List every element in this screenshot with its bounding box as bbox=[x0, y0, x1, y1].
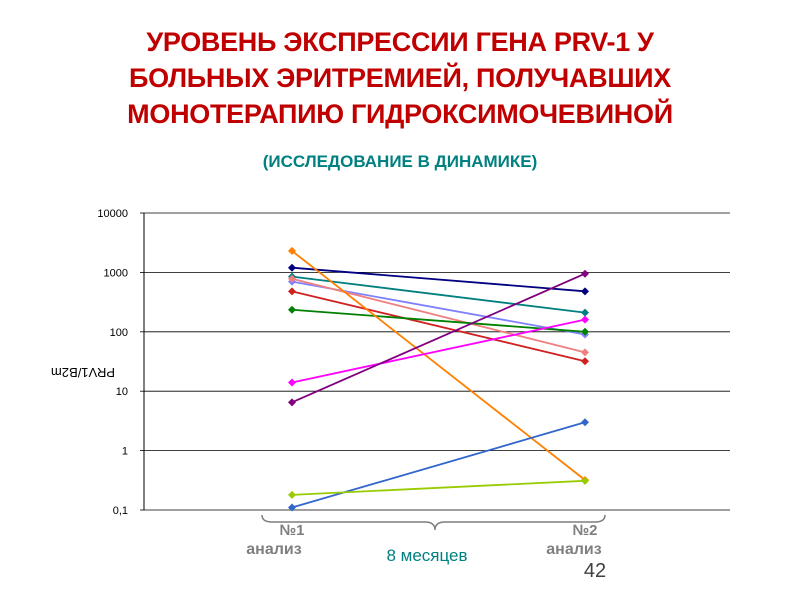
series-line bbox=[291, 421, 586, 509]
series-6 bbox=[288, 305, 589, 336]
series-line bbox=[291, 250, 586, 481]
page-subtitle: (ИССЛЕДОВАНИЕ В ДИНАМИКЕ) bbox=[262, 152, 538, 171]
data-point bbox=[581, 418, 589, 427]
y-tick-label: 0,1 bbox=[113, 505, 128, 517]
y-tick-label: 100 bbox=[110, 327, 128, 339]
data-point bbox=[288, 378, 296, 387]
y-tick-label: 1 bbox=[122, 446, 128, 458]
series-line bbox=[291, 479, 586, 496]
series-line bbox=[291, 308, 586, 333]
series-line bbox=[291, 272, 586, 404]
title-line-3: МОНОТЕРАПИЮ ГИДРОКСИМОЧЕВИНОЙ bbox=[127, 99, 673, 129]
y-tick-labels: 0,1 1 10 100 1000 10000 bbox=[97, 208, 128, 517]
data-point bbox=[581, 315, 589, 324]
series-line bbox=[291, 318, 586, 384]
series-line bbox=[291, 290, 586, 363]
title-line-2: БОЛЬНЫХ ЭРИТРЕМИЕЙ, ПОЛУЧАВШИХ bbox=[129, 63, 671, 93]
title-line-1: УРОВЕНЬ ЭКСПРЕССИИ ГЕНА PRV-1 У bbox=[146, 27, 654, 57]
y-tick-label: 1000 bbox=[104, 267, 128, 279]
data-point bbox=[581, 357, 589, 366]
y-axis-label: PRV1/B2m bbox=[50, 365, 116, 380]
data-point bbox=[288, 263, 296, 272]
series-5 bbox=[288, 287, 589, 366]
data-point bbox=[581, 476, 589, 485]
series-9 bbox=[288, 269, 589, 407]
chart-series bbox=[288, 246, 589, 512]
x-caption-2: анализ bbox=[546, 541, 602, 558]
series-line bbox=[291, 266, 586, 293]
data-point bbox=[288, 287, 296, 296]
data-point bbox=[288, 246, 296, 255]
x-tick-label: №1 bbox=[279, 522, 304, 539]
series-8 bbox=[288, 315, 589, 387]
series-4 bbox=[288, 274, 589, 357]
x-tick-label: №2 bbox=[572, 522, 597, 539]
series-line bbox=[291, 275, 586, 314]
period-brace bbox=[261, 514, 606, 531]
series-7 bbox=[288, 246, 589, 484]
series-11 bbox=[288, 476, 589, 499]
data-point bbox=[581, 269, 589, 278]
period-label: 8 месяцев bbox=[386, 546, 468, 565]
y-tick-label: 10 bbox=[116, 386, 128, 398]
x-tick-labels: №1 №2 bbox=[279, 522, 597, 539]
data-point bbox=[288, 305, 296, 314]
chart-grid bbox=[140, 212, 730, 511]
data-point bbox=[288, 274, 296, 283]
page-title: УРОВЕНЬ ЭКСПРЕССИИ ГЕНА PRV-1 У БОЛЬНЫХ … bbox=[0, 24, 800, 132]
page-number: 42 bbox=[583, 560, 607, 582]
data-point bbox=[288, 398, 296, 407]
data-point bbox=[581, 327, 589, 336]
data-point bbox=[581, 287, 589, 296]
y-tick-label: 10000 bbox=[97, 208, 128, 220]
data-point bbox=[581, 308, 589, 317]
x-caption-1: анализ bbox=[246, 541, 302, 558]
series-10 bbox=[288, 418, 589, 512]
data-point bbox=[288, 503, 296, 512]
series-1 bbox=[288, 263, 589, 296]
data-point bbox=[581, 348, 589, 357]
data-point bbox=[288, 490, 296, 499]
series-line bbox=[291, 277, 586, 354]
